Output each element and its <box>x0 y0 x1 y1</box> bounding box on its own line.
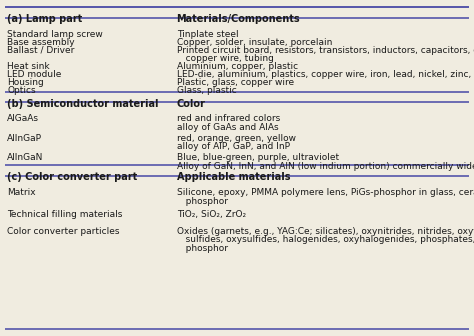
Text: phosphor: phosphor <box>177 244 228 253</box>
Text: phosphor: phosphor <box>177 197 228 206</box>
Text: alloy of GaAs and AlAs: alloy of GaAs and AlAs <box>177 123 278 132</box>
Text: AlGaAs: AlGaAs <box>7 114 39 123</box>
Text: sulfides, oxysulfides, halogenides, oxyhalogenides, phosphates, NASCO: sulfides, oxysulfides, halogenides, oxyh… <box>177 235 474 244</box>
Text: copper wire, tubing: copper wire, tubing <box>177 54 273 63</box>
Text: alloy of AlP, GaP, and InP: alloy of AlP, GaP, and InP <box>177 142 290 151</box>
Text: Oxides (garnets, e.g., YAG:Ce; silicates), oxynitrides, nitrides, oxyfluorides,: Oxides (garnets, e.g., YAG:Ce; silicates… <box>177 226 474 236</box>
Text: Alloy of GaN, InN, and AlN (low indium portion) commercially wide spread: Alloy of GaN, InN, and AlN (low indium p… <box>177 162 474 171</box>
Text: Optics: Optics <box>7 86 36 95</box>
Text: Technical filling materials: Technical filling materials <box>7 210 122 219</box>
Text: Glass, plastic: Glass, plastic <box>177 86 237 95</box>
Text: Silicone, epoxy, PMMA polymere lens, PiGs-phosphor in glass, ceramic: Silicone, epoxy, PMMA polymere lens, PiG… <box>177 188 474 198</box>
Text: Base assembly: Base assembly <box>7 38 75 47</box>
Text: Blue, blue-green, purple, ultraviolet: Blue, blue-green, purple, ultraviolet <box>177 153 339 162</box>
Text: (c) Color converter part: (c) Color converter part <box>7 172 137 182</box>
Text: Applicable materials: Applicable materials <box>177 172 290 182</box>
Text: Copper, solder, insulate, porcelain: Copper, solder, insulate, porcelain <box>177 38 332 47</box>
Text: Ballast / Driver: Ballast / Driver <box>7 45 74 54</box>
Text: Tinplate steel: Tinplate steel <box>177 30 238 39</box>
Text: Housing: Housing <box>7 78 44 87</box>
Text: Matrix: Matrix <box>7 188 36 198</box>
Text: (b) Semiconductor material: (b) Semiconductor material <box>7 99 159 109</box>
Text: LED module: LED module <box>7 70 62 79</box>
Text: Aluminium, copper, plastic: Aluminium, copper, plastic <box>177 62 298 71</box>
Text: Heat sink: Heat sink <box>7 62 50 71</box>
Text: red, orange, green, yellow: red, orange, green, yellow <box>177 134 296 143</box>
Text: AlInGaN: AlInGaN <box>7 153 44 162</box>
Text: Color: Color <box>177 99 206 109</box>
Text: Color converter particles: Color converter particles <box>7 226 119 236</box>
Text: red and infrared colors: red and infrared colors <box>177 114 280 123</box>
Text: AlInGaP: AlInGaP <box>7 134 42 143</box>
Text: Plastic, glass, copper wire: Plastic, glass, copper wire <box>177 78 294 87</box>
Text: Standard lamp screw: Standard lamp screw <box>7 30 103 39</box>
Text: Materials/Components: Materials/Components <box>177 14 300 24</box>
Text: (a) Lamp part: (a) Lamp part <box>7 14 82 24</box>
Text: LED-die, aluminium, plastics, copper wire, iron, lead, nickel, zinc, gold, silve: LED-die, aluminium, plastics, copper wir… <box>177 70 474 79</box>
Text: Printed circuit board, resistors, transistors, inductors, capacitors, diodes,: Printed circuit board, resistors, transi… <box>177 45 474 54</box>
Text: TiO₂, SiO₂, ZrO₂: TiO₂, SiO₂, ZrO₂ <box>177 210 246 219</box>
